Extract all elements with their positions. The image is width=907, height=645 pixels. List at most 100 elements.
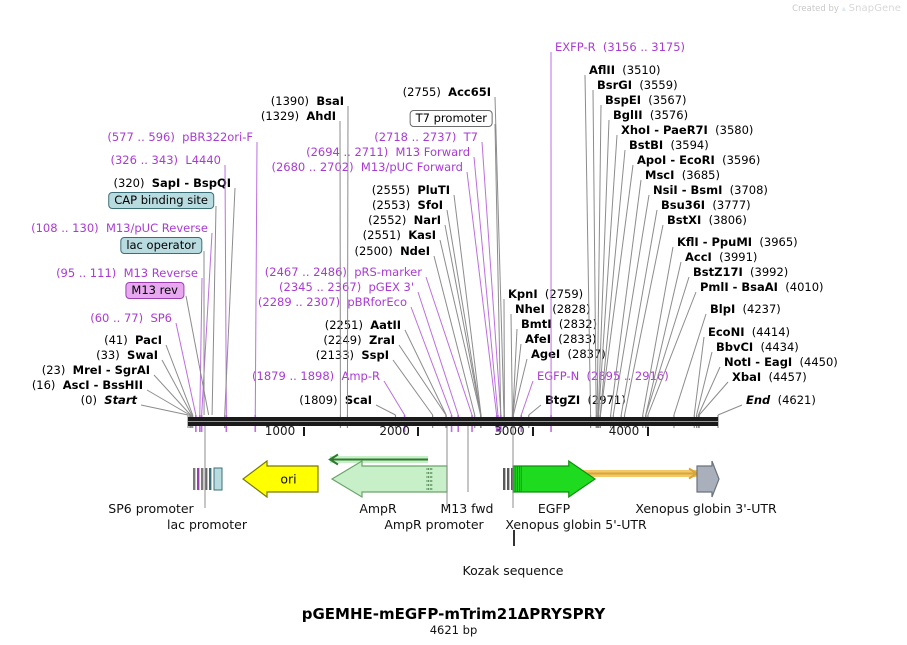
feature-label-kozak-sequence: Kozak sequence: [462, 563, 564, 578]
feature-chip-t7-promoter: T7 promoter: [409, 110, 493, 127]
label-position-bsu36i: (3777): [712, 198, 751, 212]
label-position-btgzi: (2971): [587, 393, 626, 407]
label-bsrgi: BsrGI (3559): [597, 79, 678, 92]
label-bglii: BglII (3576): [613, 109, 688, 122]
feature-label-lac-promoter: lac promoter: [167, 517, 247, 532]
label-position-sp6: (60 .. 77): [90, 311, 144, 325]
label-m13puc-rev: (108 .. 130) M13/pUC Reverse: [31, 222, 208, 235]
label-name-scai: ScaI: [344, 393, 372, 407]
label-name-sfoi: SfoI: [417, 198, 443, 212]
label-name-bmti: BmtI: [521, 317, 552, 331]
ruler-label-2000: 2000: [379, 424, 410, 438]
label-position-apoi-ecori: (3596): [722, 153, 761, 167]
label-name-sspi: SspI: [361, 348, 389, 362]
label-sfoi: (2553) SfoI: [372, 199, 443, 212]
label-name-bglii: BglII: [613, 108, 643, 122]
label-position-pgex3: (2345 .. 2367): [279, 280, 362, 294]
label-name-ndei: NdeI: [400, 244, 430, 258]
label-noti-eagi: NotI - EagI (4450): [724, 356, 838, 369]
label-name-exfp-r: EXFP-R: [555, 40, 596, 54]
label-position-exfp-r: (3156 .. 3175): [602, 40, 686, 54]
label-name-pgex3: pGEX 3': [368, 280, 415, 294]
label-position-econi: (4414): [751, 325, 791, 339]
feature-label-ampr-promoter: AmpR promoter: [384, 517, 484, 532]
label-name-pluti: PluTI: [417, 183, 450, 197]
feature-label-egfp: EGFP: [537, 501, 571, 516]
label-acci: AccI (3991): [685, 251, 757, 264]
label-position-l4440: (326 .. 343): [110, 153, 179, 167]
label-position-mrei-sgrai: (23): [41, 363, 66, 377]
label-position-zrai: (2249): [323, 333, 362, 347]
label-position-kasi: (2551): [362, 228, 401, 242]
label-position-nsii-bsmi: (3708): [729, 183, 768, 197]
label-name-nari: NarI: [413, 213, 441, 227]
label-name-start: Start: [104, 393, 137, 407]
label-end: End (4621): [746, 394, 816, 407]
label-name-bstbi: BstBI: [629, 138, 664, 152]
annotation-utr-bar: [512, 467, 699, 480]
ruler-tick-1000: [302, 427, 305, 436]
feature-arrow-ori: [242, 459, 319, 499]
label-name-afei: AfeI: [525, 332, 551, 346]
label-name-msci: MscI: [645, 168, 675, 182]
label-position-xbai: (4457): [768, 370, 807, 384]
label-btgzi: BtgZI (2971): [545, 394, 626, 407]
label-name-pbrforeco: pBRforEco: [347, 295, 407, 309]
feature-hatch-decor: [426, 466, 522, 492]
feature-chip-lac-operator: lac operator: [120, 237, 202, 254]
feature-label-ampr: AmpR: [359, 501, 397, 516]
label-name-egfp-n: EGFP-N: [537, 369, 580, 383]
label-exfp-r: EXFP-R (3156 .. 3175): [555, 41, 685, 54]
ruler-label-4000: 4000: [608, 424, 640, 438]
label-name-kasi: KasI: [408, 228, 436, 242]
credit-brand: SnapGene: [848, 3, 901, 14]
label-name-apoi-ecori: ApoI - EcoRI: [637, 153, 715, 167]
plasmid-backbone: [188, 417, 718, 426]
label-pbrforeco: (2289 .. 2307) pBRforEco: [258, 296, 407, 309]
feature-arrow-ampr: [330, 459, 448, 499]
label-position-ahdi: (1329): [260, 109, 300, 123]
label-msci: MscI (3685): [645, 169, 720, 182]
label-name-noti-eagi: NotI - EagI: [724, 355, 793, 369]
credit-prefix: Created by: [792, 4, 839, 14]
label-name-prs-marker: pRS-marker: [354, 265, 422, 279]
label-bstz17i: BstZ17I (3992): [693, 266, 788, 279]
label-sp6: (60 .. 77) SP6: [90, 312, 172, 325]
label-position-bglii: (3576): [649, 108, 689, 122]
label-t7: (2718 .. 2737) T7: [374, 131, 478, 144]
label-name-paci: PacI: [135, 333, 162, 347]
label-name-end: End: [746, 393, 771, 407]
label-kpni: KpnI (2759): [508, 288, 583, 301]
plasmid-length: 4621 bp: [429, 623, 478, 637]
label-position-m13-forward: (2694 .. 2711): [306, 145, 389, 159]
label-position-bsrgi: (3559): [639, 78, 678, 92]
label-bbvci: BbvCI (4434): [716, 341, 799, 354]
label-asci-bsshii: (16) AscI - BssHII: [32, 379, 143, 392]
label-position-msci: (3685): [681, 168, 720, 182]
label-pgex3: (2345 .. 2367) pGEX 3': [279, 281, 414, 294]
label-name-kfli-ppumi: KflI - PpuMI: [677, 235, 753, 249]
ruler-tick-3000: [532, 427, 535, 436]
label-position-noti-eagi: (4450): [799, 355, 838, 369]
label-kasi: (2551) KasI: [363, 229, 436, 242]
label-name-bbvci: BbvCI: [716, 340, 754, 354]
label-name-swai: SwaI: [127, 348, 158, 362]
label-position-sfoi: (2553): [371, 198, 411, 212]
label-kfli-ppumi: KflI - PpuMI (3965): [677, 236, 798, 249]
label-acc65i: (2755) Acc65I: [403, 86, 491, 99]
label-position-bbvci: (4434): [760, 340, 799, 354]
label-bspei: BspEI (3567): [605, 94, 687, 107]
ruler-label-3000: 3000: [494, 424, 525, 438]
label-position-end: (4621): [777, 393, 816, 407]
label-position-nari: (2552): [368, 213, 407, 227]
label-pluti: (2555) PluTI: [372, 184, 450, 197]
label-name-t7: T7: [463, 130, 478, 144]
label-position-paci: (41): [104, 333, 128, 347]
label-aatii: (2251) AatII: [325, 319, 401, 332]
label-xhoi-paer7i: XhoI - PaeR7I (3580): [621, 124, 753, 137]
kozak-tick-icon: [513, 530, 515, 546]
label-nari: (2552) NarI: [368, 214, 441, 227]
label-lac-operator: lac operator: [120, 237, 202, 254]
feature-arrow-egfp: [512, 459, 597, 499]
label-position-egfp-n: (2895 .. 2916): [586, 369, 669, 383]
